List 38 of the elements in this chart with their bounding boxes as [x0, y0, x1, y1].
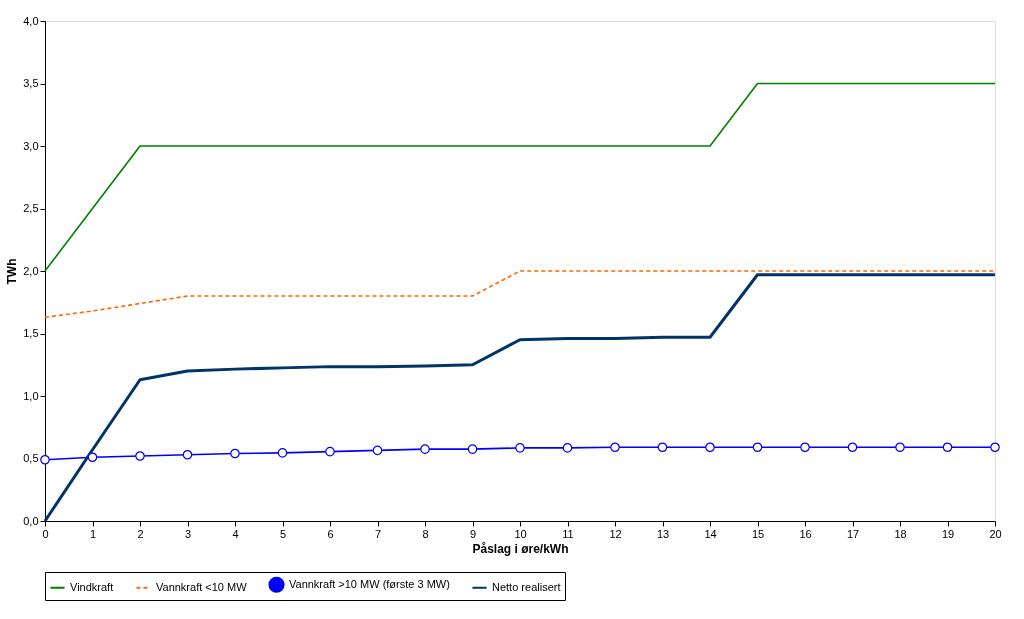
x-tick-label: 14 [704, 527, 717, 540]
y-tick-label: 1,0 [23, 389, 39, 402]
y-tick-label: 0,5 [23, 452, 39, 464]
y-tick-label: 3,0 [23, 139, 39, 152]
x-tick-label: 19 [941, 527, 955, 540]
y-tick-label: 2,0 [23, 264, 39, 277]
x-tick-label: 6 [327, 527, 334, 540]
x-tick-label: 7 [374, 527, 382, 540]
y-tick-label: 2,5 [23, 202, 39, 214]
y-axis-title: TWh [5, 258, 20, 285]
x-tick-label: 5 [279, 527, 287, 540]
x-tick-label: 13 [656, 527, 670, 540]
legend-label: Vannkraft >10 MW (første 3 MW) [289, 577, 450, 590]
x-tick-label: 11 [562, 527, 574, 540]
x-tick-label: 12 [609, 527, 622, 540]
x-tick-label: 3 [184, 527, 192, 540]
x-tick-label: 18 [894, 527, 907, 540]
y-tick-label: 3,5 [23, 77, 39, 89]
line-series [44, 82, 996, 272]
x-tick-label: 4 [232, 527, 239, 540]
x-tick-label: 10 [514, 527, 527, 540]
x-tick-label: 0 [42, 527, 49, 540]
x-tick-label: 2 [137, 527, 144, 540]
legend-label: Vindkraft [70, 580, 114, 593]
y-tick-label: 1,5 [23, 327, 39, 339]
x-tick-label: 17 [846, 527, 860, 540]
y-tick-label: 4,0 [23, 14, 39, 27]
x-tick-label: 16 [799, 527, 812, 540]
legend-label: Netto realisert [492, 580, 561, 593]
x-tick-label: 9 [469, 527, 477, 540]
x-tick-label: 15 [751, 527, 765, 540]
x-tick-label: 8 [422, 527, 429, 540]
x-axis-title: Påslag i øre/kWh [472, 541, 569, 556]
x-tick-label: 20 [989, 527, 1002, 540]
legend-label: Vannkraft <10 MW [156, 580, 248, 593]
line-series [44, 270, 996, 319]
y-tick-label: 0,0 [23, 514, 39, 527]
x-tick-label: 1 [89, 527, 97, 540]
